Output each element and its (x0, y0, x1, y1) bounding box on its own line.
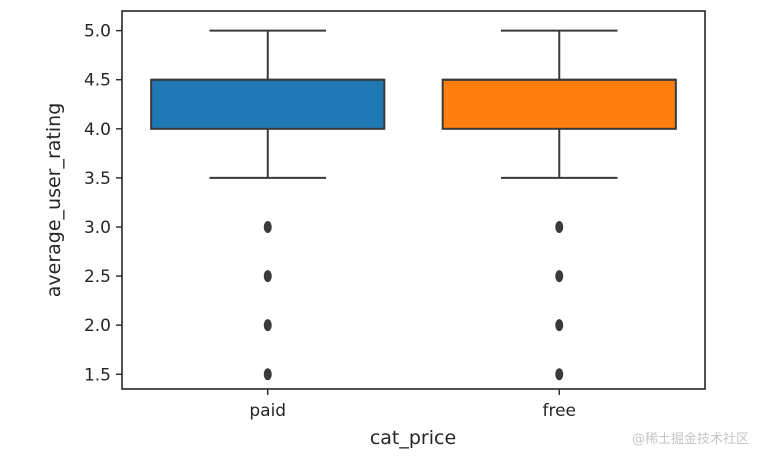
watermark-text: @稀土掘金技术社区 (631, 432, 749, 447)
outlier-free (555, 368, 564, 381)
y-tick-label: 4.0 (84, 120, 111, 140)
outlier-paid (263, 270, 272, 283)
y-tick-label: 5.0 (84, 22, 111, 42)
outlier-free (555, 319, 564, 332)
y-tick-label: 1.5 (84, 365, 111, 385)
y-tick-label: 2.5 (84, 267, 111, 287)
outlier-paid (263, 319, 272, 332)
y-tick-label: 2.0 (84, 316, 111, 336)
y-tick-label: 3.0 (84, 218, 111, 238)
y-tick-label: 3.5 (84, 169, 111, 189)
x-tick-label: paid (249, 401, 286, 421)
y-axis-label: average_user_rating (43, 103, 65, 298)
box-free (441, 78, 677, 130)
x-tick-label: free (542, 401, 576, 421)
plot-marks (150, 29, 677, 381)
outlier-free (555, 221, 564, 233)
outlier-paid (263, 368, 272, 381)
outlier-free (555, 270, 564, 283)
x-axis-label: cat_price (370, 427, 456, 449)
plot-frame (121, 10, 706, 390)
box-paid (150, 78, 386, 130)
outlier-paid (263, 221, 272, 233)
y-axis: 1.5 2.0 2.5 3.0 3.5 4.0 4.5 5.0 (84, 22, 122, 385)
x-axis: paid free (249, 389, 576, 421)
y-tick-label: 4.5 (84, 71, 111, 91)
